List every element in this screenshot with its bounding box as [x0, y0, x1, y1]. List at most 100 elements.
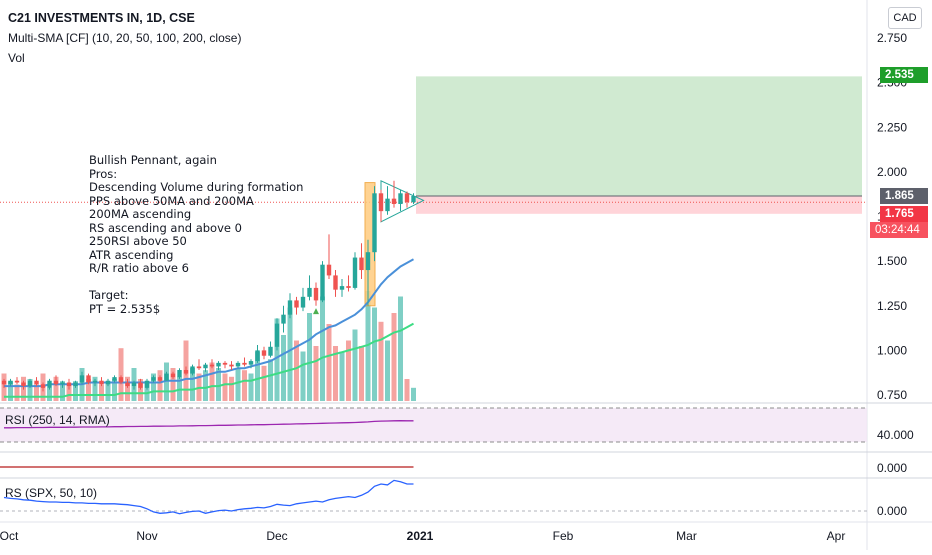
- candle-body: [411, 195, 416, 203]
- stop-price-tag: 1.765: [880, 206, 928, 222]
- candle-body: [1, 380, 7, 385]
- volume-bar: [411, 387, 416, 401]
- candle-body: [53, 380, 59, 385]
- volume-bar: [307, 313, 312, 401]
- candle-body: [105, 380, 111, 385]
- volume-bar: [216, 368, 221, 401]
- volume-bar: [209, 362, 215, 401]
- candle-body: [307, 287, 312, 297]
- rsi-axis-tick-label: 40.000: [877, 428, 914, 442]
- rsi-band: [0, 408, 867, 442]
- pennant-annotation-text[interactable]: Bullish Pennant, again Pros: Descending …: [89, 153, 304, 316]
- volume-bar: [294, 340, 299, 401]
- candle-body: [177, 370, 182, 378]
- volume-bar: [391, 313, 397, 401]
- candle-body: [359, 257, 364, 271]
- buy-signal-marker: [313, 308, 319, 315]
- rs-pane-label[interactable]: RS (SPX, 50, 10): [5, 486, 98, 500]
- candle-body: [79, 375, 85, 383]
- rsi-pane-label[interactable]: RSI (250, 14, RMA): [5, 413, 110, 427]
- volume-bar: [281, 335, 286, 401]
- candle-body: [339, 286, 345, 290]
- time-axis-tick-label: 2021: [407, 529, 434, 543]
- candle-body: [131, 382, 137, 387]
- sma-fast-line: [4, 258, 414, 388]
- price-axis-tick-label: 2.750: [877, 31, 907, 45]
- candle-body: [27, 380, 33, 387]
- candle-body: [216, 362, 221, 367]
- target-zone[interactable]: [416, 76, 862, 196]
- time-axis-tick-label: Dec: [266, 529, 287, 543]
- candle-body: [34, 380, 39, 385]
- time-axis-tick-label: Nov: [136, 529, 157, 543]
- volume-bar: [151, 373, 156, 401]
- candle-body: [92, 380, 98, 383]
- candle-body: [47, 380, 52, 388]
- volume-bar: [27, 379, 33, 401]
- volume-bar: [105, 381, 111, 401]
- volume-bar: [34, 384, 39, 401]
- candle-body: [151, 377, 156, 381]
- candle-body: [313, 287, 319, 301]
- volume-bar: [274, 318, 280, 401]
- volume-bar: [300, 351, 306, 401]
- candle-body: [196, 366, 202, 369]
- candle-body: [255, 350, 260, 362]
- volume-bar: [190, 368, 195, 401]
- volume-bar: [14, 384, 20, 401]
- candle-body: [21, 382, 26, 387]
- candle-body: [14, 380, 20, 383]
- volume-bar: [164, 362, 169, 401]
- volume-bar: [144, 381, 150, 401]
- volume-bar: [60, 381, 65, 401]
- target-price-tag: 2.535: [880, 67, 928, 83]
- candle-body: [372, 193, 377, 253]
- sma-indicator-label[interactable]: Multi-SMA [CF] (10, 20, 50, 100, 200, cl…: [8, 31, 242, 45]
- volume-bar: [333, 346, 338, 401]
- time-axis-tick-label: Oct: [0, 529, 19, 543]
- candle-body: [248, 361, 254, 365]
- volume-indicator-label[interactable]: Vol: [8, 51, 25, 65]
- volume-bar: [118, 348, 124, 401]
- volume-bar: [398, 296, 403, 401]
- candle-body: [183, 370, 189, 374]
- candle-body: [398, 193, 403, 205]
- volume-bar: [255, 351, 260, 401]
- volume-bar: [352, 329, 358, 401]
- candle-body: [287, 300, 293, 315]
- bar-countdown-tag: 03:24:44: [870, 222, 928, 238]
- volume-bar: [287, 307, 293, 401]
- volume-bar: [47, 387, 52, 401]
- candle-body: [294, 300, 299, 308]
- volume-bar: [170, 368, 176, 401]
- candle-body: [320, 264, 325, 301]
- candle-body: [391, 198, 397, 205]
- volume-bar: [203, 370, 208, 401]
- sma-slow-line: [4, 322, 414, 398]
- stop-zone[interactable]: [416, 195, 862, 214]
- volume-bar: [157, 370, 163, 401]
- candle-body: [235, 362, 241, 367]
- candle-body: [164, 373, 169, 381]
- volume-bar: [66, 384, 72, 401]
- currency-button[interactable]: CAD: [888, 7, 922, 29]
- candle-body: [404, 193, 410, 203]
- volume-bar: [92, 376, 98, 401]
- price-axis-tick-label: 1.500: [877, 254, 907, 268]
- volume-bar: [229, 376, 234, 401]
- volume-bar: [359, 346, 364, 401]
- candle-body: [300, 296, 306, 308]
- price-axis-tick-label: 2.000: [877, 165, 907, 179]
- candle-body: [261, 350, 267, 356]
- candle-body: [8, 380, 13, 385]
- candle-body: [333, 275, 338, 290]
- candle-body: [60, 382, 65, 385]
- price-axis-tick-label: 1.000: [877, 343, 907, 357]
- volume-bar: [53, 376, 59, 401]
- volume-bar: [222, 373, 228, 401]
- candle-body: [385, 198, 390, 212]
- candle-body: [99, 380, 104, 385]
- volume-bar: [320, 296, 325, 401]
